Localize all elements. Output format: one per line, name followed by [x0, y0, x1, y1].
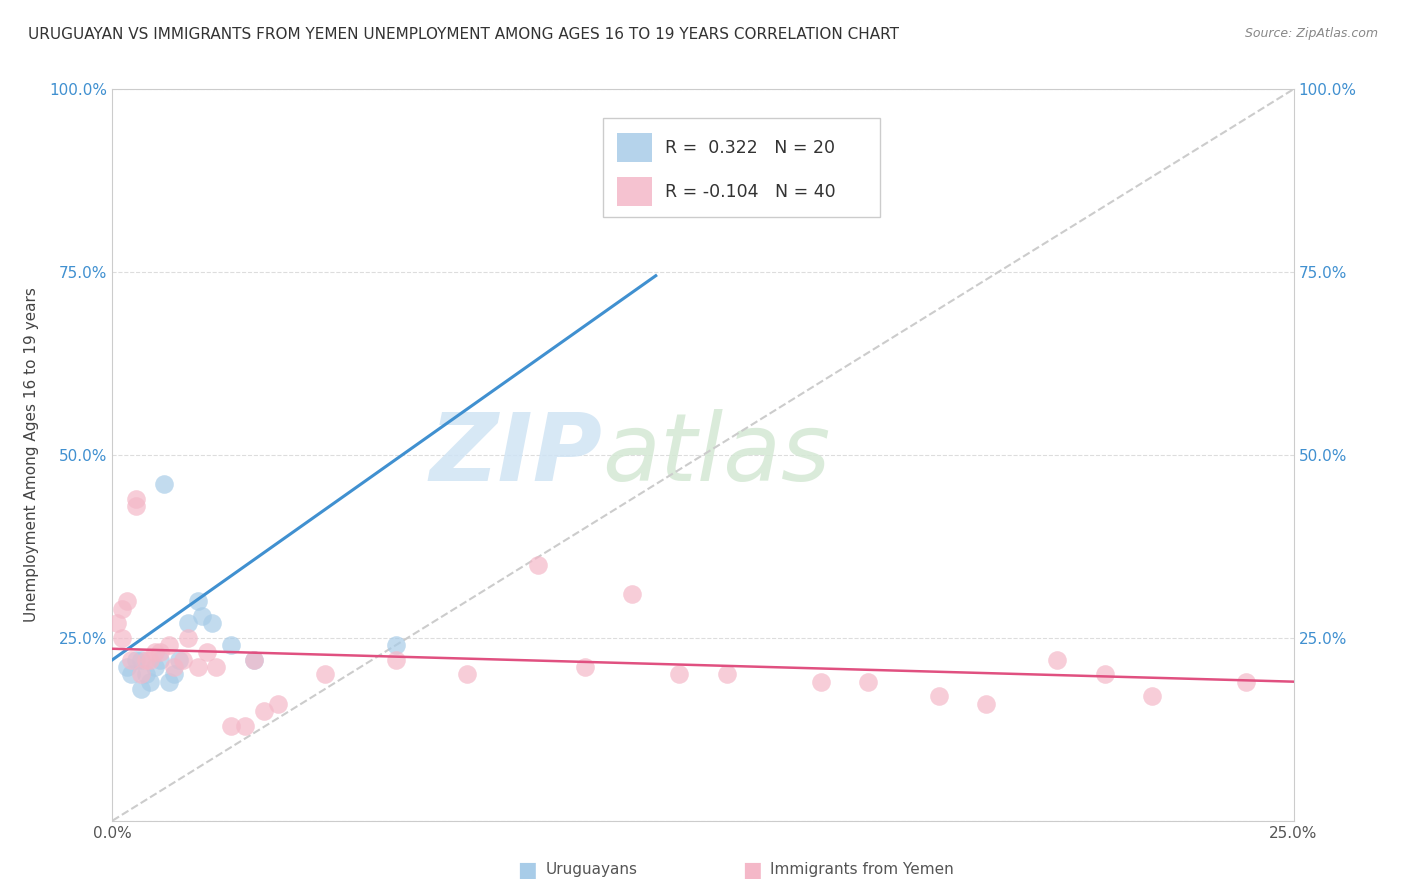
Point	[1046, 653, 1069, 667]
Text: ■: ■	[742, 860, 762, 880]
Point	[243, 653, 266, 667]
Point	[205, 660, 228, 674]
Point	[129, 667, 152, 681]
Point	[157, 674, 180, 689]
Text: ZIP: ZIP	[430, 409, 603, 501]
Point	[143, 660, 166, 674]
Point	[191, 608, 214, 623]
Point	[219, 638, 242, 652]
Text: atlas: atlas	[603, 409, 831, 500]
Point	[163, 667, 186, 681]
Point	[1234, 674, 1257, 689]
Point	[139, 674, 162, 689]
Point	[186, 660, 208, 674]
Text: Uruguayans: Uruguayans	[546, 863, 637, 877]
Text: Immigrants from Yemen: Immigrants from Yemen	[770, 863, 955, 877]
Point	[172, 653, 194, 667]
Point	[219, 718, 242, 732]
Point	[201, 616, 224, 631]
Point	[129, 653, 152, 667]
Point	[120, 667, 142, 681]
Point	[167, 653, 190, 667]
FancyBboxPatch shape	[617, 177, 652, 206]
Point	[135, 653, 157, 667]
Point	[177, 631, 200, 645]
Point	[125, 653, 148, 667]
Point	[621, 587, 644, 601]
Point	[1094, 667, 1116, 681]
Point	[129, 681, 152, 696]
Point	[105, 616, 128, 631]
Point	[163, 660, 186, 674]
Point	[115, 594, 138, 608]
Point	[115, 660, 138, 674]
Point	[111, 631, 134, 645]
Point	[385, 653, 408, 667]
Point	[135, 667, 157, 681]
Text: Source: ZipAtlas.com: Source: ZipAtlas.com	[1244, 27, 1378, 40]
Point	[574, 660, 596, 674]
Point	[125, 491, 148, 506]
Point	[149, 653, 172, 667]
FancyBboxPatch shape	[617, 133, 652, 162]
Point	[253, 704, 276, 718]
Point	[143, 645, 166, 659]
Point	[314, 667, 336, 681]
Point	[125, 499, 148, 513]
Point	[139, 653, 162, 667]
Y-axis label: Unemployment Among Ages 16 to 19 years: Unemployment Among Ages 16 to 19 years	[24, 287, 38, 623]
Point	[177, 616, 200, 631]
Point	[526, 558, 548, 572]
Point	[385, 638, 408, 652]
Point	[810, 674, 832, 689]
Point	[186, 594, 208, 608]
Point	[1140, 690, 1163, 704]
Point	[976, 697, 998, 711]
Text: URUGUAYAN VS IMMIGRANTS FROM YEMEN UNEMPLOYMENT AMONG AGES 16 TO 19 YEARS CORREL: URUGUAYAN VS IMMIGRANTS FROM YEMEN UNEMP…	[28, 27, 898, 42]
Point	[858, 674, 880, 689]
Text: R = -0.104   N = 40: R = -0.104 N = 40	[665, 183, 835, 201]
Point	[668, 667, 690, 681]
Text: ■: ■	[517, 860, 537, 880]
Point	[243, 653, 266, 667]
Point	[267, 697, 290, 711]
Point	[233, 718, 256, 732]
Point	[157, 638, 180, 652]
Point	[149, 645, 172, 659]
Point	[456, 667, 478, 681]
Point	[195, 645, 218, 659]
Point	[716, 667, 738, 681]
Text: R =  0.322   N = 20: R = 0.322 N = 20	[665, 139, 835, 157]
Point	[153, 477, 176, 491]
Point	[120, 653, 142, 667]
Point	[928, 690, 950, 704]
Point	[111, 601, 134, 615]
FancyBboxPatch shape	[603, 119, 880, 218]
